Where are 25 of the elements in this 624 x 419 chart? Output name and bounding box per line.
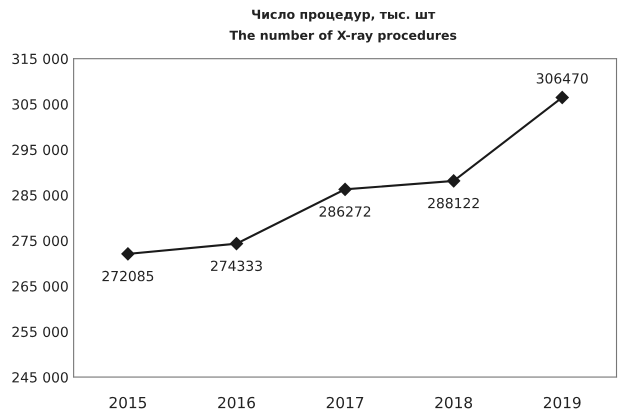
point <box>121 247 135 260</box>
data-label: 272085 <box>102 270 154 282</box>
y-tick-label: 255 000 <box>12 326 68 338</box>
x-tick-label: 2015 <box>110 396 146 408</box>
x-tick-label: 2018 <box>435 396 472 408</box>
chart-subtitle: The number of X-ray procedures <box>230 30 456 42</box>
y-tick-label: 245 000 <box>12 372 68 383</box>
x-tick-label: 2016 <box>218 396 255 408</box>
point <box>556 90 569 104</box>
data-label: 306470 <box>536 73 588 84</box>
data-label: 286272 <box>320 206 370 217</box>
x-tick-label: 2017 <box>326 396 364 408</box>
point <box>338 182 352 196</box>
y-tick-label: 285 000 <box>12 190 68 201</box>
y-tick-label: 315 000 <box>12 54 68 64</box>
y-tick-label: 305 000 <box>12 99 68 110</box>
data-label: 274333 <box>211 260 262 272</box>
data-label: 288122 <box>428 198 479 208</box>
point <box>230 237 244 250</box>
chart-title: Число процедур, тыс. шт <box>252 10 436 22</box>
y-tick-label: 265 000 <box>12 281 68 292</box>
y-tick-label: 275 000 <box>12 236 68 246</box>
point <box>447 174 460 188</box>
x-tick-label: 2019 <box>544 396 581 408</box>
y-tick-label: 295 000 <box>12 144 68 156</box>
